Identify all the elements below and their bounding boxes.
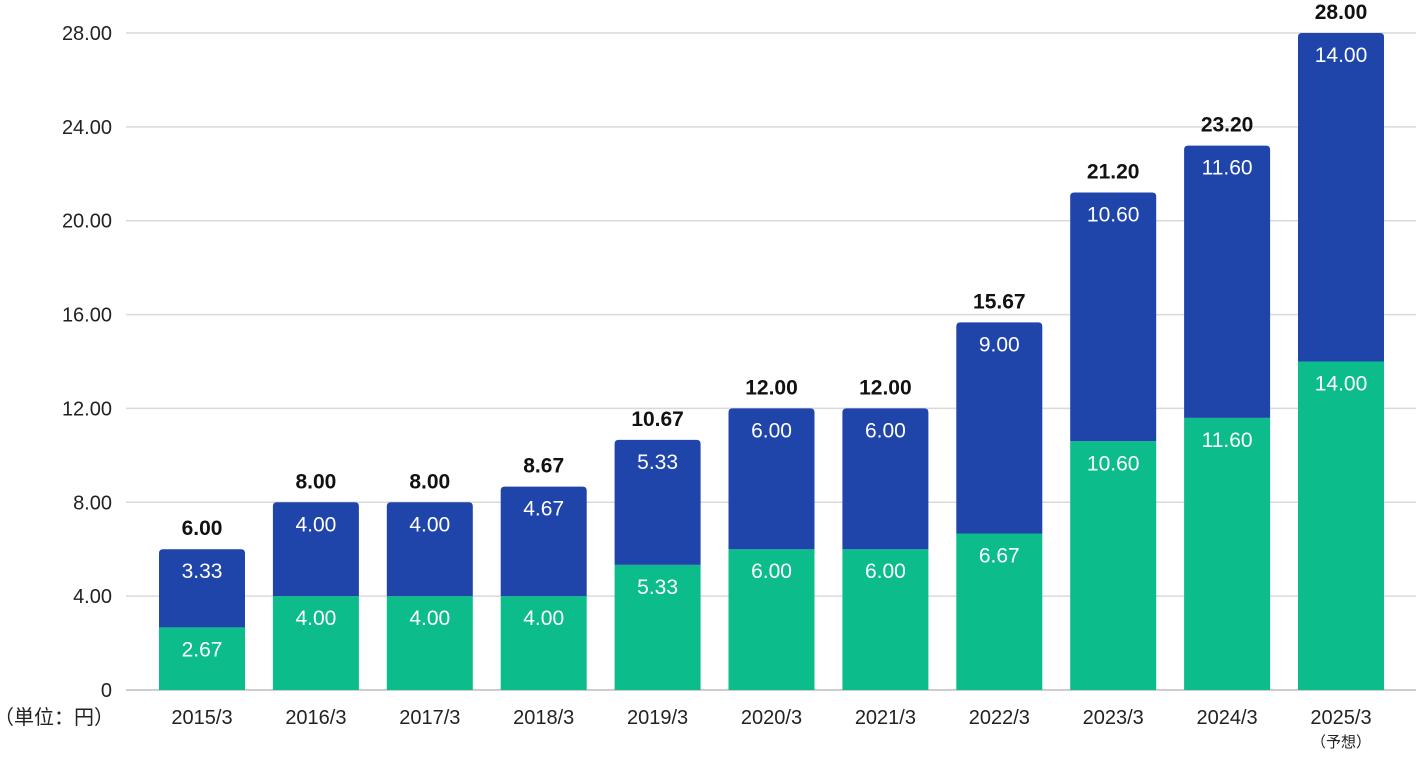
x-category-label: 2018/3 bbox=[513, 707, 574, 729]
segment-value-label: 5.33 bbox=[637, 576, 678, 599]
total-value-label: 23.20 bbox=[1201, 114, 1254, 137]
bar-layer bbox=[159, 33, 1384, 690]
bar-segment-lower bbox=[1298, 361, 1384, 690]
bar-segment-lower bbox=[1184, 417, 1271, 690]
segment-value-label: 4.00 bbox=[409, 607, 450, 630]
segment-value-label: 14.00 bbox=[1315, 44, 1368, 67]
x-category-label: 2015/3 bbox=[171, 707, 232, 729]
bar-segment-lower bbox=[956, 533, 1043, 690]
bar-segment-lower bbox=[272, 596, 359, 690]
bar-segment-upper bbox=[500, 486, 587, 597]
segment-value-label: 4.00 bbox=[295, 607, 336, 630]
bar-segment-upper bbox=[1184, 145, 1271, 418]
segment-value-label: 4.00 bbox=[523, 607, 564, 630]
segment-value-label: 3.33 bbox=[182, 560, 223, 583]
y-tick-label: 24.00 bbox=[62, 117, 112, 139]
bar-segment-lower bbox=[1070, 441, 1157, 690]
bar-segment-upper bbox=[272, 502, 359, 597]
x-category-label: 2022/3 bbox=[969, 707, 1030, 729]
total-value-label: 10.67 bbox=[631, 408, 684, 431]
segment-value-label: 6.00 bbox=[751, 560, 792, 583]
total-value-label: 8.00 bbox=[295, 470, 336, 493]
total-value-label: 15.67 bbox=[973, 290, 1026, 313]
total-value-label: 6.00 bbox=[182, 517, 223, 540]
segment-value-label: 6.00 bbox=[865, 560, 906, 583]
unit-label: （単位：円） bbox=[0, 706, 114, 729]
bar-segment-upper bbox=[956, 322, 1043, 534]
segment-value-label: 10.60 bbox=[1087, 204, 1140, 227]
segment-value-label: 5.33 bbox=[637, 451, 678, 474]
y-tick-label: 8.00 bbox=[73, 492, 112, 514]
label-layer: 2.67 3.33 6.00 4.00 4.00 8.00 4.00 4.00 8.00 4.00… bbox=[182, 1, 1368, 661]
total-value-label: 12.00 bbox=[745, 376, 798, 399]
segment-value-label: 6.00 bbox=[865, 419, 906, 442]
x-category-label: 2021/3 bbox=[855, 707, 916, 729]
total-value-label: 28.00 bbox=[1315, 1, 1368, 24]
x-category-note: （予想） bbox=[1311, 734, 1371, 751]
total-value-label: 8.67 bbox=[523, 455, 564, 478]
y-tick-label: 4.00 bbox=[73, 586, 112, 608]
y-tick-label: 0 bbox=[101, 680, 112, 702]
bar-segment-upper bbox=[1298, 33, 1384, 362]
x-category-label: 2025/3 bbox=[1310, 707, 1371, 729]
axis-layer: 0 4.00 8.00 12.00 16.00 20.00 24.00 28.00 2015/3… bbox=[62, 23, 1372, 751]
bar-segment-lower bbox=[842, 549, 929, 690]
bar-segment-upper bbox=[386, 502, 473, 597]
bar-segment-upper bbox=[159, 549, 245, 628]
bar-segment-lower bbox=[500, 596, 587, 690]
segment-value-label: 6.00 bbox=[751, 419, 792, 442]
x-category-label: 2017/3 bbox=[399, 707, 460, 729]
y-tick-label: 20.00 bbox=[62, 211, 112, 233]
bar-segment-lower bbox=[159, 627, 245, 690]
y-tick-label: 28.00 bbox=[62, 23, 112, 45]
segment-value-label: 11.60 bbox=[1202, 429, 1253, 452]
y-tick-label: 16.00 bbox=[62, 305, 112, 327]
x-category-label: 2020/3 bbox=[741, 707, 802, 729]
y-tick-label: 12.00 bbox=[62, 398, 112, 420]
segment-value-label: 10.60 bbox=[1087, 452, 1140, 475]
bar-segment-lower bbox=[728, 549, 815, 690]
bar-segment-lower bbox=[386, 596, 473, 690]
segment-value-label: 4.67 bbox=[523, 498, 564, 521]
x-category-label: 2019/3 bbox=[627, 707, 688, 729]
bar-segment-lower bbox=[614, 564, 701, 690]
total-value-label: 12.00 bbox=[859, 376, 912, 399]
x-category-label: 2023/3 bbox=[1083, 707, 1144, 729]
total-value-label: 21.20 bbox=[1087, 161, 1140, 184]
segment-value-label: 14.00 bbox=[1315, 373, 1368, 396]
total-value-label: 8.00 bbox=[409, 470, 450, 493]
segment-value-label: 9.00 bbox=[979, 333, 1020, 356]
bar-segment-upper bbox=[1070, 192, 1157, 442]
segment-value-label: 6.67 bbox=[979, 544, 1020, 567]
segment-value-label: 4.00 bbox=[409, 513, 450, 536]
segment-value-label: 2.67 bbox=[182, 638, 223, 661]
bar-segment-upper bbox=[842, 408, 929, 550]
segment-value-label: 4.00 bbox=[295, 513, 336, 536]
bar-segment-upper bbox=[728, 408, 815, 550]
x-category-label: 2024/3 bbox=[1197, 707, 1258, 729]
x-category-label: 2016/3 bbox=[285, 707, 346, 729]
bar-segment-upper bbox=[614, 439, 701, 565]
segment-value-label: 11.60 bbox=[1202, 157, 1253, 180]
